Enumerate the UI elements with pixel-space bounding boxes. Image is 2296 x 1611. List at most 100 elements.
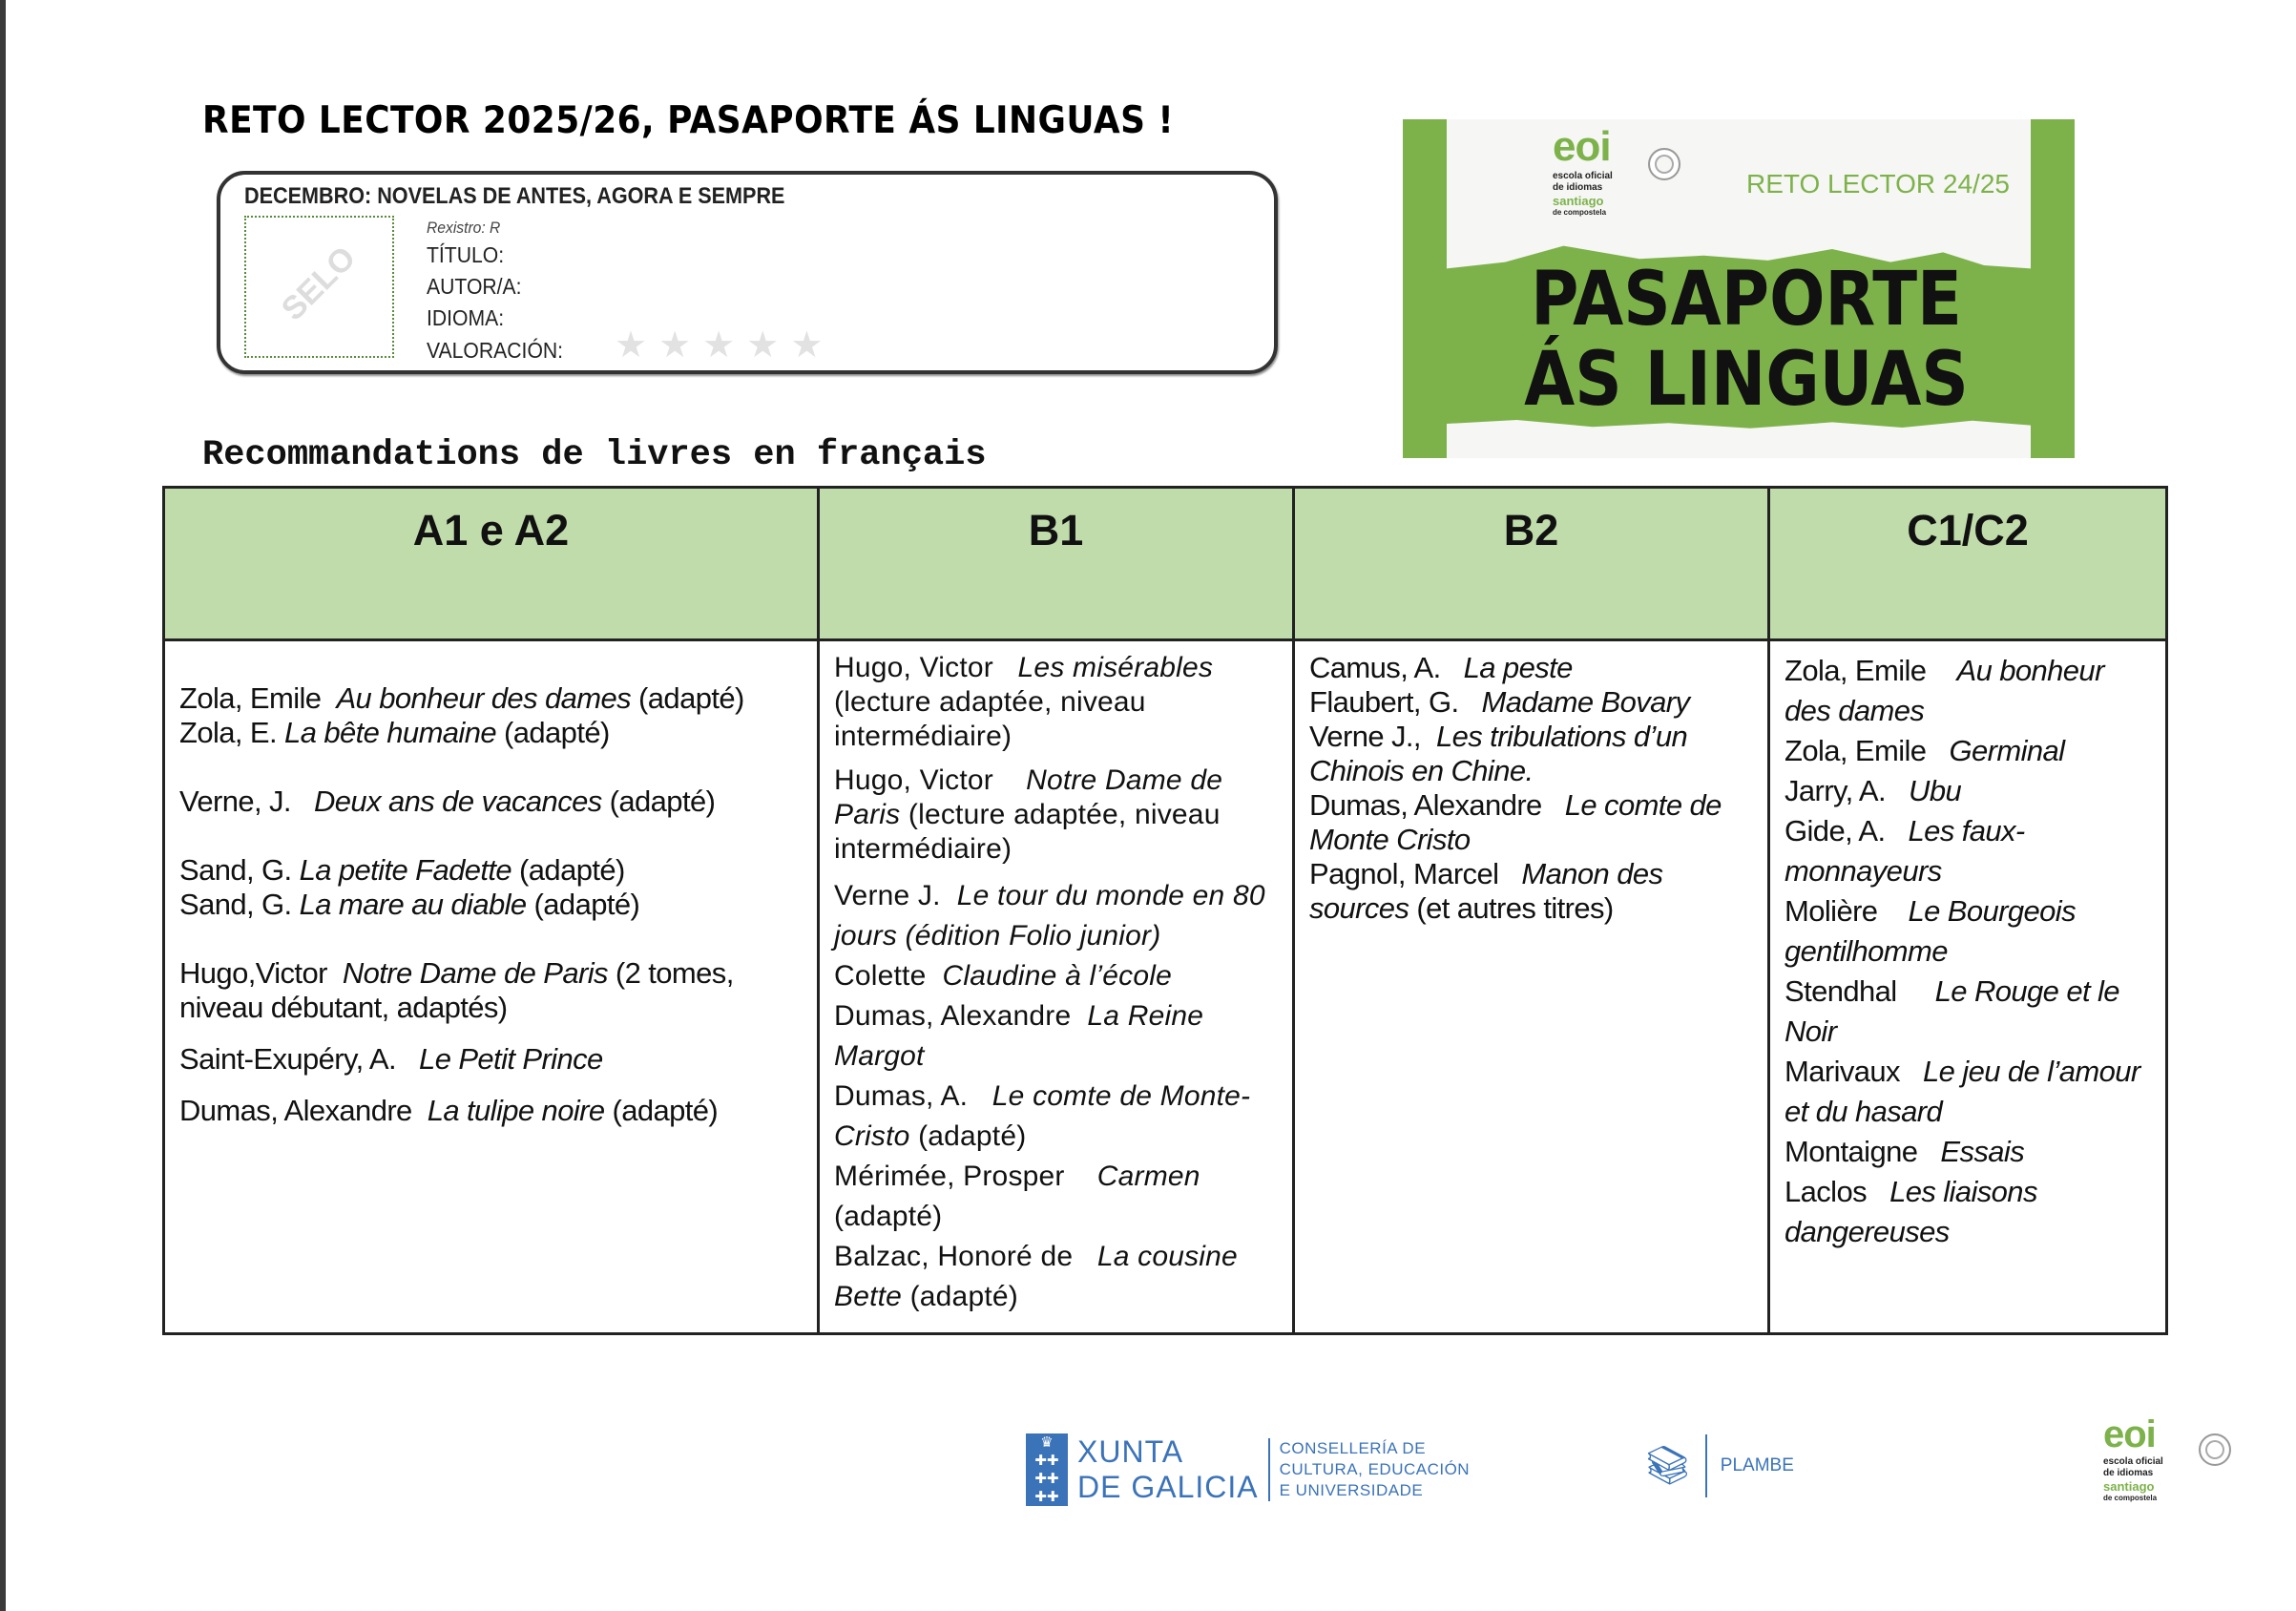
headline-line-1: PASAPORTE [1531, 257, 1962, 343]
book-entry: Hugo,Victor Notre Dame de Paris (2 tomes… [179, 956, 804, 1025]
column-header: B2 [1292, 486, 1770, 641]
column-header: A1 e A2 [162, 486, 820, 641]
book-author: Dumas, Alexandre [834, 1000, 1088, 1032]
books-icon: 📚︎ [1643, 1445, 1692, 1487]
star-icon[interactable]: ★ [658, 325, 692, 366]
book-note: (adapté) [526, 888, 640, 921]
book-entry: Mérimée, Prosper Carmen (adapté) [834, 1157, 1279, 1237]
department-line: CONSELLERÍA DE [1279, 1439, 1427, 1457]
book-author: Mérimée, Prosper [834, 1161, 1097, 1192]
column-header: B1 [817, 486, 1295, 641]
book-title: Au bonheur des dames [336, 681, 632, 715]
book-author: Verne, J. [179, 785, 314, 818]
logo-line: santiago [2103, 1479, 2155, 1494]
book-entry: Balzac, Honoré de La cousine Bette (adap… [834, 1237, 1279, 1317]
star-icon[interactable]: ★ [790, 325, 824, 366]
book-title: Au bonheur des dames [1785, 654, 2112, 727]
xunta-name: DE GALICIA [1077, 1470, 1259, 1504]
xunta-logo: ♛ ✚✚ ✚✚ ✚✚ XUNTA DE GALICIA CONSELLERÍA DE … [1026, 1432, 1470, 1508]
eoi-footer-logo: eoi escola oficial de idiomas santiago d… [2103, 1412, 2237, 1503]
book-title: Le tour du monde en 80 jours (édition Fo… [834, 880, 1274, 952]
torn-paper-bottom [1447, 420, 2031, 458]
book-author: Zola, Emile [1785, 654, 1957, 687]
logo-line: escola oficial [1553, 171, 1613, 181]
book-group: Hugo,Victor Notre Dame de Paris (2 tomes… [179, 956, 804, 1025]
spiral-icon [1648, 148, 1680, 180]
field-rating: VALORACIÓN: [427, 338, 564, 363]
section-subtitle: Recommandations de livres en français [202, 435, 987, 475]
field-author: AUTOR/A: [427, 274, 522, 299]
cell-b1: Hugo, Victor Les misérables (lecture ada… [817, 638, 1295, 1335]
book-group: Zola, Emile Au bonheur des dames (adapté… [179, 681, 804, 750]
book-table: A1 e A2 B1 B2 C1/C2 Zola, Emile Au bonhe… [162, 486, 2168, 1335]
table-header-row: A1 e A2 B1 B2 C1/C2 [162, 486, 2168, 641]
book-note: (lecture adaptée, niveau intermédiaire) [834, 652, 1221, 752]
book-author: Dumas, Alexandre [1309, 788, 1565, 822]
book-author: Dumas, A. [834, 1080, 992, 1112]
book-author: Sand, G. [179, 853, 300, 887]
book-author: Montaigne [1785, 1135, 1941, 1168]
book-entry: Stendhal Le Rouge et le Noir [1785, 972, 2152, 1052]
book-author: Laclos [1785, 1175, 1890, 1208]
stamp-label: SELO [274, 239, 364, 328]
torn-paper-top [1447, 119, 2031, 269]
book-author: Stendhal [1785, 974, 1935, 1008]
book-entry: Molière Le Bourgeois gentilhomme [1785, 891, 2152, 972]
spiral-icon [2199, 1433, 2231, 1466]
department-line: E UNIVERSIDADE [1279, 1481, 1424, 1499]
logo-line: de idiomas [2103, 1468, 2154, 1478]
book-note: (adapté) [511, 853, 625, 887]
book-title: Le comte de Monte Cristo [1309, 788, 1729, 856]
book-author: Saint-Exupéry, A. [179, 1042, 420, 1076]
book-author: Flaubert, G. [1309, 685, 1482, 719]
cell-a1a2: Zola, Emile Au bonheur des dames (adapté… [162, 638, 820, 1335]
book-entry: Verne J. Le tour du monde en 80 jours (é… [834, 876, 1279, 956]
star-icon[interactable]: ★ [702, 325, 736, 366]
book-title: La mare au diable [299, 888, 528, 921]
book-note: (adapté) [601, 785, 716, 818]
field-title: TÍTULO: [427, 242, 505, 267]
rating-stars[interactable]: ★ ★ ★ ★ ★ [615, 327, 823, 364]
book-title: La petite Fadette [299, 853, 512, 887]
reading-record-card: DECEMBRO: NOVELAS DE ANTES, AGORA E SEMP… [217, 171, 1278, 374]
book-entry: Sand, G. La petite Fadette (adapté) [179, 853, 804, 888]
book-title: Manon des sources [1309, 857, 1671, 925]
registry-label: Rexistro: R [427, 219, 501, 237]
book-note: (adapté) [902, 1281, 1018, 1312]
star-icon[interactable]: ★ [615, 325, 648, 366]
logo-mark: eoi [2103, 1413, 2157, 1455]
book-title: Le Rouge et le Noir [1785, 974, 2127, 1048]
cell-b2: Camus, A. La peste Flaubert, G. Madame Bo… [1292, 638, 1770, 1335]
book-title: Notre Dame de Paris [834, 764, 1231, 830]
book-entry: Laclos Les liaisons dangereuses [1785, 1172, 2152, 1252]
book-entry: Saint-Exupéry, A. Le Petit Prince [179, 1042, 804, 1077]
cell-c1c2: Zola, Emile Au bonheur des dames Zola, Em… [1767, 638, 2168, 1335]
book-title: La Reine Margot [834, 1000, 1212, 1072]
book-note: (et autres titres) [1409, 891, 1614, 925]
book-author: Balzac, Honoré de [834, 1241, 1097, 1272]
logo-line: de compostela [1553, 208, 1607, 217]
book-author: Hugo, Victor [834, 764, 1027, 796]
book-entry: Jarry, A. Ubu [1785, 771, 2152, 811]
book-title: Le jeu de l’amour et du hasard [1785, 1055, 2148, 1128]
book-title: La tulipe noire [427, 1094, 605, 1127]
book-title: La peste [1463, 651, 1574, 684]
book-entry: Sand, G. La mare au diable (adapté) [179, 888, 804, 922]
book-note: (2 tomes, niveau débutant, adaptés) [179, 956, 741, 1024]
book-entry: Verne, J. Deux ans de vacances (adapté) [179, 785, 804, 819]
eoi-logo: eoi escola oficial de idiomas santiago d… [1553, 123, 1686, 218]
star-icon[interactable]: ★ [746, 325, 780, 366]
book-entry: Verne J., Les tribulations d’un Chinois … [1309, 720, 1754, 788]
window-edge [0, 0, 6, 1611]
logo-mark: eoi [1553, 123, 1612, 170]
card-heading: DECEMBRO: NOVELAS DE ANTES, AGORA E SEMP… [244, 183, 785, 209]
book-title: Les liaisons dangereuses [1785, 1175, 2045, 1248]
book-title: Claudine à l’école [942, 960, 1172, 992]
logo-line: de idiomas [1553, 182, 1603, 193]
book-entry: Zola, Emile Germinal [1785, 731, 2152, 771]
book-author: Dumas, Alexandre [179, 1094, 428, 1127]
book-title: Les tribulations d’un Chinois en Chine. [1309, 720, 1696, 787]
book-author: Camus, A. [1309, 651, 1464, 684]
passport-banner: eoi escola oficial de idiomas santiago d… [1403, 119, 2075, 458]
book-title: Ubu [1909, 774, 1962, 807]
